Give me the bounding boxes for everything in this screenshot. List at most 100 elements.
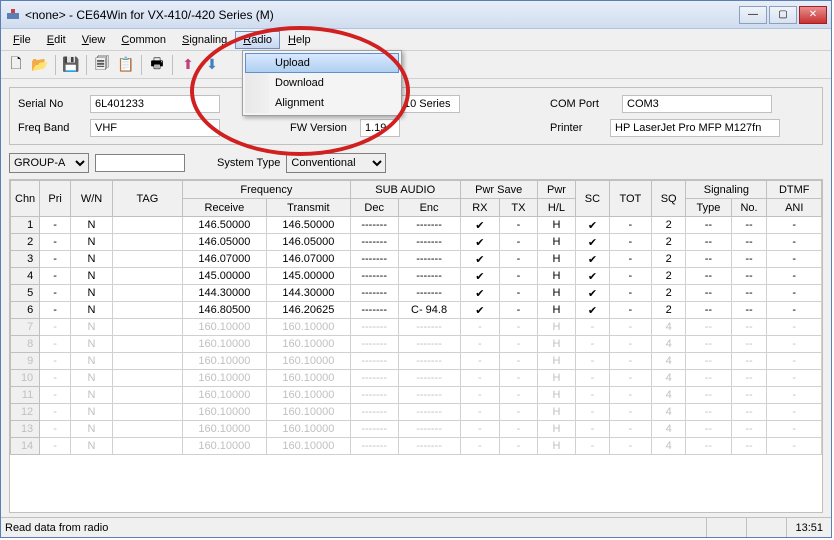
cell-stype[interactable]: -- [686, 302, 731, 319]
cell-wn[interactable]: N [71, 353, 113, 370]
cell-rx[interactable]: 160.10000 [182, 438, 266, 455]
row-number[interactable]: 10 [11, 370, 40, 387]
cell-sq[interactable]: 2 [652, 234, 686, 251]
row-number[interactable]: 13 [11, 421, 40, 438]
cell-tot[interactable]: - [609, 251, 651, 268]
cell-ani[interactable]: - [767, 438, 822, 455]
table-row[interactable]: 7-N160.10000160.10000----------------H--… [11, 319, 822, 336]
table-row[interactable]: 10-N160.10000160.10000----------------H-… [11, 370, 822, 387]
cell-enc[interactable]: ------- [398, 234, 460, 251]
cell-prx[interactable]: - [460, 336, 500, 353]
cell-wn[interactable]: N [71, 319, 113, 336]
cell-stype[interactable]: -- [686, 319, 731, 336]
group-select[interactable]: GROUP-A [9, 153, 89, 173]
cell-ani[interactable]: - [767, 268, 822, 285]
cell-dec[interactable]: ------- [350, 217, 398, 234]
cell-dec[interactable]: ------- [350, 421, 398, 438]
cell-tot[interactable]: - [609, 285, 651, 302]
cell-pri[interactable]: - [40, 421, 71, 438]
cell-sno[interactable]: -- [731, 387, 767, 404]
cell-ani[interactable]: - [767, 387, 822, 404]
cell-rx[interactable]: 146.05000 [182, 234, 266, 251]
cell-prx[interactable]: ✔ [460, 251, 500, 268]
cell-ani[interactable]: - [767, 404, 822, 421]
cell-sc[interactable]: - [576, 370, 609, 387]
cell-sc[interactable]: - [576, 336, 609, 353]
cell-sno[interactable]: -- [731, 353, 767, 370]
cell-tot[interactable]: - [609, 319, 651, 336]
cell-ptx[interactable]: - [500, 285, 538, 302]
cell-wn[interactable]: N [71, 217, 113, 234]
cell-tag[interactable] [112, 336, 182, 353]
col-enc[interactable]: Enc [398, 199, 460, 217]
cell-tx[interactable]: 146.05000 [266, 234, 350, 251]
cell-sc[interactable]: - [576, 387, 609, 404]
cell-enc[interactable]: ------- [398, 217, 460, 234]
table-row[interactable]: 11-N160.10000160.10000----------------H-… [11, 387, 822, 404]
cell-tx[interactable]: 146.07000 [266, 251, 350, 268]
cell-rx[interactable]: 160.10000 [182, 387, 266, 404]
close-button[interactable]: ✕ [799, 6, 827, 24]
cell-sc[interactable]: ✔ [576, 251, 609, 268]
cell-hl[interactable]: H [537, 370, 575, 387]
cell-sno[interactable]: -- [731, 251, 767, 268]
cell-sc[interactable]: ✔ [576, 302, 609, 319]
cell-wn[interactable]: N [71, 438, 113, 455]
cell-sq[interactable]: 4 [652, 370, 686, 387]
col-type[interactable]: Type [686, 199, 731, 217]
cell-enc[interactable]: C- 94.8 [398, 302, 460, 319]
menu-file[interactable]: File [5, 31, 39, 49]
cell-stype[interactable]: -- [686, 217, 731, 234]
cell-tx[interactable]: 160.10000 [266, 404, 350, 421]
col-chn[interactable]: Chn [11, 181, 40, 217]
cell-ani[interactable]: - [767, 353, 822, 370]
row-number[interactable]: 3 [11, 251, 40, 268]
cell-enc[interactable]: ------- [398, 387, 460, 404]
cell-dec[interactable]: ------- [350, 302, 398, 319]
cell-prx[interactable]: ✔ [460, 302, 500, 319]
cell-ptx[interactable]: - [500, 336, 538, 353]
cell-tot[interactable]: - [609, 370, 651, 387]
cell-tag[interactable] [112, 234, 182, 251]
cell-ptx[interactable]: - [500, 234, 538, 251]
cell-dec[interactable]: ------- [350, 251, 398, 268]
cell-pri[interactable]: - [40, 302, 71, 319]
cell-dec[interactable]: ------- [350, 387, 398, 404]
cell-hl[interactable]: H [537, 336, 575, 353]
cell-stype[interactable]: -- [686, 251, 731, 268]
cell-prx[interactable]: - [460, 438, 500, 455]
cell-hl[interactable]: H [537, 251, 575, 268]
cell-tx[interactable]: 146.50000 [266, 217, 350, 234]
cell-enc[interactable]: ------- [398, 404, 460, 421]
cell-dec[interactable]: ------- [350, 234, 398, 251]
col-ani[interactable]: ANI [767, 199, 822, 217]
cell-rx[interactable]: 160.10000 [182, 336, 266, 353]
cell-ani[interactable]: - [767, 217, 822, 234]
cell-sq[interactable]: 4 [652, 319, 686, 336]
table-row[interactable]: 1-N146.50000146.50000--------------✔-H✔-… [11, 217, 822, 234]
cell-sno[interactable]: -- [731, 370, 767, 387]
cell-prx[interactable]: ✔ [460, 285, 500, 302]
row-number[interactable]: 6 [11, 302, 40, 319]
cell-rx[interactable]: 144.30000 [182, 285, 266, 302]
table-row[interactable]: 12-N160.10000160.10000----------------H-… [11, 404, 822, 421]
cell-sno[interactable]: -- [731, 319, 767, 336]
cell-ptx[interactable]: - [500, 370, 538, 387]
cell-ani[interactable]: - [767, 319, 822, 336]
cell-rx[interactable]: 160.10000 [182, 404, 266, 421]
cell-tag[interactable] [112, 268, 182, 285]
cell-ani[interactable]: - [767, 421, 822, 438]
cell-dec[interactable]: ------- [350, 353, 398, 370]
menu-view[interactable]: View [74, 31, 114, 49]
cell-sno[interactable]: -- [731, 438, 767, 455]
table-row[interactable]: 2-N146.05000146.05000--------------✔-H✔-… [11, 234, 822, 251]
table-row[interactable]: 13-N160.10000160.10000----------------H-… [11, 421, 822, 438]
cell-tx[interactable]: 160.10000 [266, 336, 350, 353]
cell-sno[interactable]: -- [731, 217, 767, 234]
cell-tag[interactable] [112, 319, 182, 336]
cell-pri[interactable]: - [40, 387, 71, 404]
cell-prx[interactable]: ✔ [460, 234, 500, 251]
cell-enc[interactable]: ------- [398, 370, 460, 387]
cell-tag[interactable] [112, 353, 182, 370]
cell-tag[interactable] [112, 285, 182, 302]
